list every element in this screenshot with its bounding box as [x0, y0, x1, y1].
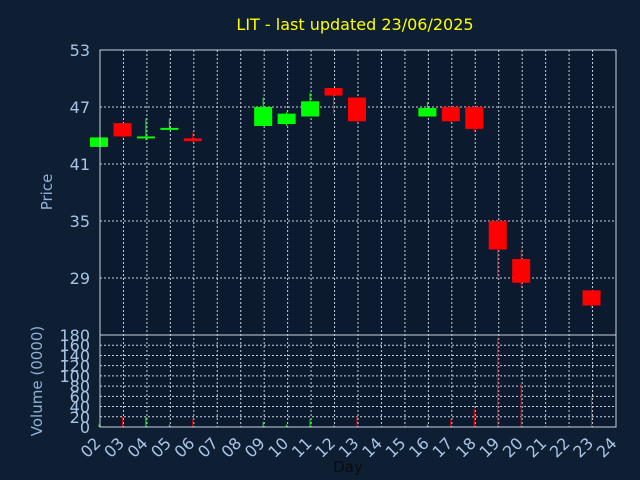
volume-tick-label: 120 — [59, 357, 90, 376]
grid-layer — [99, 49, 617, 427]
volume-tick-label: 60 — [70, 387, 90, 406]
candle-body — [113, 123, 132, 137]
chart-title: LIT - last updated 23/06/2025 — [236, 15, 473, 34]
y-tick-label: 41 — [70, 155, 90, 174]
candle-body — [254, 107, 273, 126]
candle-body — [418, 107, 437, 117]
y-axis-label: Price — [38, 174, 56, 211]
volume-tick-label: 180 — [59, 326, 90, 345]
volume-panel-frame — [99, 334, 617, 428]
y-tick-label: 35 — [70, 212, 90, 231]
candle-body — [512, 259, 531, 283]
y-tick-label: 53 — [70, 41, 90, 60]
volume-tick-label: 0 — [80, 418, 90, 437]
candle-body — [488, 221, 507, 250]
y-tick-label: 47 — [70, 98, 90, 117]
x-axis-label: Day — [333, 458, 363, 476]
candles — [90, 88, 601, 309]
candle-body — [441, 107, 460, 122]
y-tick-label: 29 — [70, 269, 90, 288]
candle-body — [582, 290, 601, 306]
price-panel — [100, 50, 616, 335]
volume-tick-label: 40 — [70, 398, 90, 417]
candle-body — [90, 137, 108, 147]
volume-panel — [100, 335, 616, 427]
candle-body — [160, 127, 179, 130]
volume-tick-label: 140 — [59, 346, 90, 365]
volume-axis-label: Volume (0000) — [28, 326, 46, 436]
candle-body — [183, 138, 202, 142]
candle-body — [136, 136, 155, 139]
candle-body — [465, 107, 484, 129]
candle-body — [324, 88, 343, 96]
volume-tick-label: 160 — [59, 336, 90, 355]
candle-body — [301, 101, 320, 117]
candle-body — [277, 113, 296, 125]
volume-tick-label: 20 — [70, 408, 90, 427]
volume-tick-label: 100 — [59, 367, 90, 386]
candle-body — [348, 97, 366, 122]
volume-tick-label: 80 — [70, 377, 90, 396]
